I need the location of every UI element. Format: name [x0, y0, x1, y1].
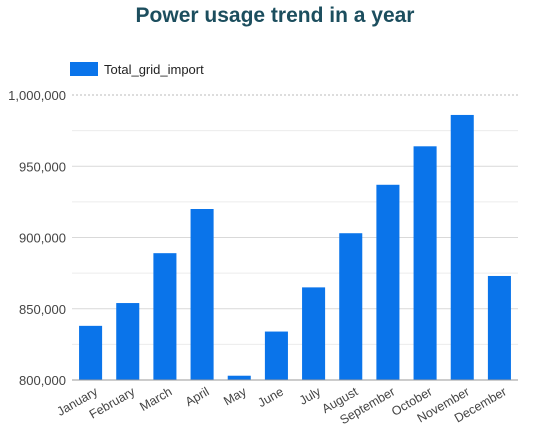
bar: [339, 233, 363, 380]
x-tick-label: March: [137, 384, 174, 414]
bar: [376, 184, 400, 380]
bar: [79, 325, 103, 380]
chart-title: Power usage trend in a year: [135, 4, 415, 27]
bar: [153, 253, 177, 380]
bar: [413, 146, 437, 380]
x-tick-label: April: [183, 384, 212, 409]
bar: [264, 331, 288, 380]
bar: [227, 375, 251, 380]
legend: Total_grid_import: [70, 60, 204, 78]
y-tick-label: 850,000: [19, 302, 66, 317]
y-tick-label: 900,000: [19, 231, 66, 246]
bar: [190, 209, 214, 380]
y-tick-label: 800,000: [19, 373, 66, 388]
legend-label: Total_grid_import: [104, 61, 204, 77]
y-tick-label: 950,000: [19, 159, 66, 174]
bar: [116, 303, 140, 380]
y-tick-label: 1,000,000: [8, 88, 66, 103]
x-tick-label: May: [221, 384, 249, 408]
x-tick-label: June: [255, 384, 286, 410]
legend-swatch: [70, 62, 98, 76]
bar: [302, 287, 326, 380]
bar: [487, 275, 511, 380]
bar: [450, 114, 474, 380]
